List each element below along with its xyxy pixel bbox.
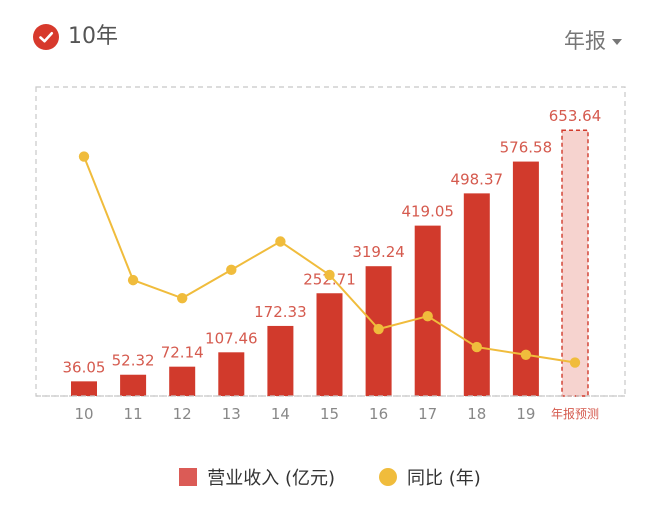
x-tick-label: 16	[369, 405, 388, 423]
bar[interactable]	[512, 161, 539, 396]
yoy-point[interactable]	[569, 357, 581, 368]
caret-down-icon	[612, 39, 622, 45]
bar[interactable]	[169, 366, 196, 396]
yoy-point[interactable]	[471, 341, 482, 353]
legend-label-revenue: 营业收入 (亿元)	[207, 468, 335, 489]
period-select[interactable]: 年报	[564, 27, 622, 55]
x-tick-label: 10	[74, 405, 93, 423]
chart-header: 10年 年报	[0, 0, 660, 70]
x-tick-label: 11	[124, 405, 143, 423]
legend-bar-swatch	[179, 468, 198, 486]
x-tick-label: 年报预测	[551, 406, 599, 421]
bar[interactable]	[463, 193, 490, 396]
x-tick-label: 18	[467, 405, 486, 423]
bar[interactable]	[414, 225, 441, 396]
bar[interactable]	[120, 374, 147, 396]
chart-legend: 营业收入 (亿元) 同比 (年)	[0, 460, 660, 494]
range-label: 10年	[68, 24, 118, 49]
bar-value-label: 576.58	[500, 139, 553, 157]
forecast-bar[interactable]	[561, 129, 589, 397]
bar[interactable]	[218, 352, 245, 396]
yoy-point[interactable]	[78, 151, 90, 162]
revenue-chart: 36.0552.3272.14107.46172.33252.71319.244…	[35, 86, 626, 423]
yoy-point[interactable]	[226, 264, 237, 276]
x-tick-label: 12	[173, 405, 192, 423]
yoy-point[interactable]	[520, 349, 532, 360]
bar-value-label: 107.46	[205, 329, 258, 347]
bar-value-label: 36.05	[63, 358, 106, 376]
legend-dot-swatch	[379, 468, 397, 486]
yoy-point[interactable]	[422, 310, 433, 322]
x-tick-label: 15	[320, 405, 339, 423]
legend-label-yoy: 同比 (年)	[407, 468, 481, 489]
legend-item-yoy[interactable]: 同比 (年)	[379, 464, 481, 490]
x-tick-label: 13	[222, 405, 241, 423]
x-tick-label: 19	[516, 405, 535, 423]
bar[interactable]	[316, 293, 343, 396]
x-tick-label: 17	[418, 405, 437, 423]
bar[interactable]	[267, 325, 294, 396]
bar-value-label: 52.32	[112, 352, 155, 370]
x-tick-label: 14	[271, 405, 290, 423]
bar-value-label: 319.24	[352, 243, 405, 261]
yoy-point[interactable]	[275, 236, 286, 247]
yoy-point[interactable]	[324, 269, 335, 281]
bar-value-label: 419.05	[401, 203, 454, 221]
bar[interactable]	[71, 381, 97, 396]
bar-value-label: 72.14	[161, 344, 204, 362]
period-label: 年报	[564, 29, 606, 53]
check-icon[interactable]	[33, 24, 59, 50]
yoy-point[interactable]	[177, 292, 188, 304]
bar-value-label: 653.64	[549, 107, 602, 125]
bar-value-label: 498.37	[451, 170, 504, 188]
yoy-point[interactable]	[373, 323, 384, 335]
yoy-point[interactable]	[127, 274, 139, 286]
bar-value-label: 172.33	[254, 303, 307, 321]
legend-item-revenue[interactable]: 营业收入 (亿元)	[179, 464, 335, 490]
